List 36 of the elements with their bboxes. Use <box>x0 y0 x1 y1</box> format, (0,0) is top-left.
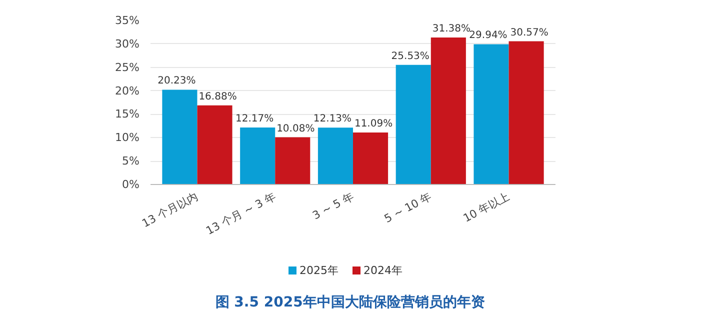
text: 图 3.5 2025年中国大陆保险营销员的年资 <box>215 294 485 310</box>
y-tick-label: 15% <box>115 108 140 121</box>
y-tick-label: 35% <box>115 14 140 27</box>
x-tick-label: 5 ~ 10 年 <box>382 190 434 226</box>
data-label: 25.53% <box>391 50 430 62</box>
data-label: 29.94% <box>469 30 508 42</box>
bar <box>508 41 544 184</box>
data-label: 16.88% <box>198 91 237 102</box>
data-label: 20.23% <box>158 76 196 87</box>
x-tick-label: 10 年以上 <box>461 190 512 225</box>
x-tick-label: 13 个月 ~ 3 年 <box>204 190 278 238</box>
data-label: 12.13% <box>313 114 352 125</box>
data-label: 12.17% <box>236 113 274 124</box>
y-tick-label: 5% <box>122 154 140 168</box>
y-tick-label: 0% <box>122 178 140 191</box>
y-tick-label: 20% <box>115 84 140 98</box>
data-label: 11.09% <box>354 118 393 130</box>
x-tick-label: 3 ~ 5 年 <box>310 190 356 222</box>
bar <box>275 137 310 184</box>
bar <box>353 132 388 184</box>
legend-label: 2025年 <box>300 264 338 277</box>
y-tick-label: 25% <box>115 60 140 74</box>
bar <box>240 127 276 184</box>
data-label: 10.08% <box>276 123 315 134</box>
legend-label: 2024年 <box>364 264 402 277</box>
bar <box>162 90 198 184</box>
bar <box>474 44 509 184</box>
bar <box>197 105 232 184</box>
data-label: 31.38% <box>432 23 470 34</box>
y-tick-label: 10% <box>115 131 140 144</box>
bar <box>430 37 466 184</box>
bar <box>396 64 431 184</box>
data-label: 30.57% <box>510 27 548 38</box>
x-tick-label: 13 个月以内 <box>140 190 200 230</box>
y-tick-label: 30% <box>115 37 140 50</box>
bar <box>318 128 353 184</box>
